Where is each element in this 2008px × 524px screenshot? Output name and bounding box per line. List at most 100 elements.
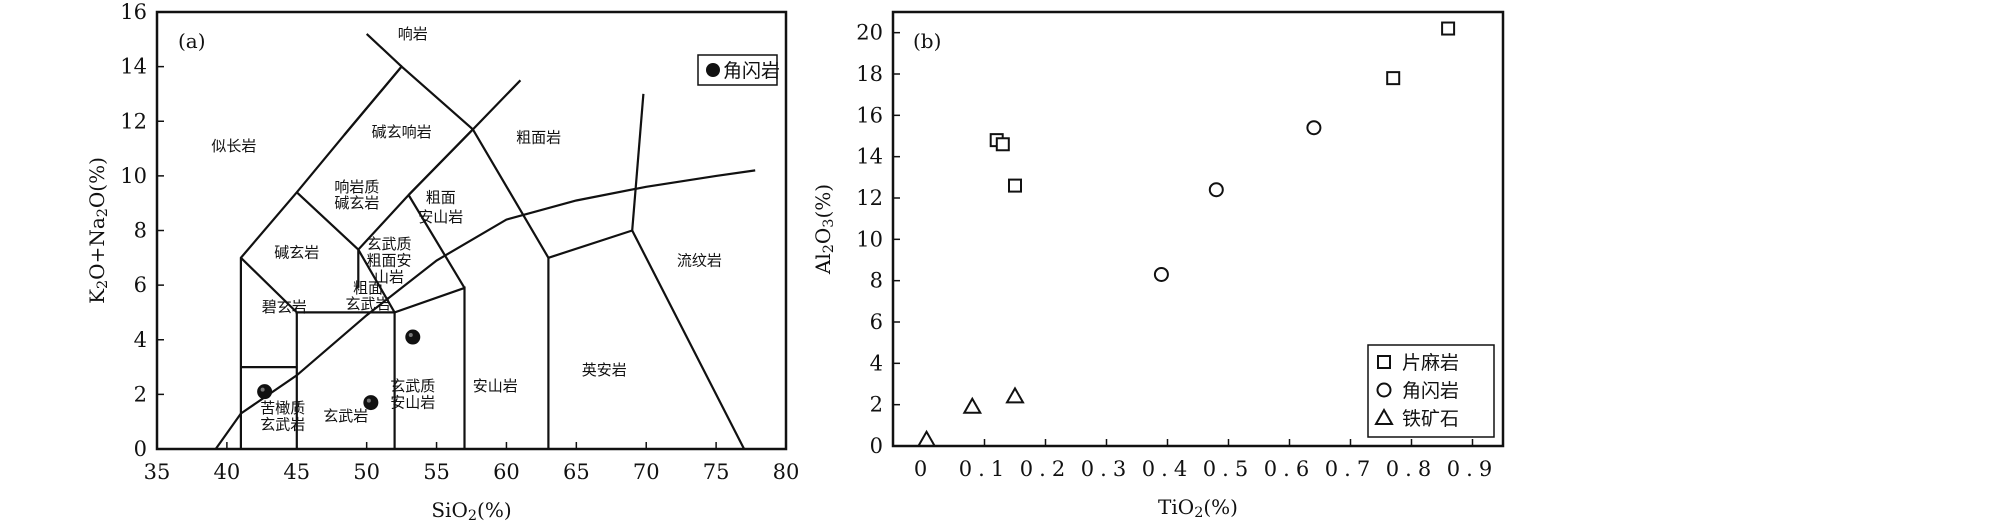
field-label: 碱玄岩 <box>334 194 379 212</box>
field-label: 玄武岩 <box>260 415 305 433</box>
x-tick-label: 70 <box>633 460 660 484</box>
field-boundary <box>343 65 403 136</box>
data-point-square <box>1386 71 1401 86</box>
y-tick-label: 4 <box>870 351 883 375</box>
field-label: 碱玄岩 <box>274 243 319 261</box>
y-tick-label: 16 <box>120 0 147 24</box>
x-tick-label: 75 <box>703 460 730 484</box>
y-tick-label: 0 <box>870 434 883 458</box>
y-tick-label: 8 <box>134 219 147 243</box>
field-label: 苦橄质 <box>260 399 305 417</box>
plot-frame <box>891 10 1505 448</box>
legend-marker-circle <box>1376 382 1392 398</box>
y-tick-label: 6 <box>134 273 147 297</box>
field-label: 玄武岩 <box>346 295 391 313</box>
legend-label: 角闪岩 <box>723 60 780 82</box>
y-tick-label: 6 <box>870 310 883 334</box>
x-tick-label: 0.8 <box>1386 457 1437 481</box>
field-boundary <box>631 93 645 231</box>
field-label: 山岩 <box>374 268 404 286</box>
field-label: 流纹岩 <box>677 252 722 270</box>
legend-marker-triangle <box>1374 407 1394 425</box>
data-point-circle <box>1153 266 1169 282</box>
x-tick-label: 0 <box>914 457 933 481</box>
y-tick-label: 12 <box>120 109 147 133</box>
data-point-amphibolite <box>405 329 421 345</box>
data-point-highlight <box>408 333 413 338</box>
field-label: 似长岩 <box>211 137 256 155</box>
y-axis-label: Al2O3(%) <box>811 184 837 275</box>
x-tick-label: 60 <box>493 460 520 484</box>
y-tick-label: 2 <box>870 393 883 417</box>
field-label: 粗面安 <box>367 252 412 270</box>
field-label: 安山岩 <box>418 208 463 226</box>
field-boundary <box>357 249 396 313</box>
y-tick-label: 16 <box>856 103 883 127</box>
field-label: 安山岩 <box>473 377 518 395</box>
x-tick-label: 0.2 <box>1020 457 1071 481</box>
x-tick-label: 80 <box>773 460 800 484</box>
legend-box <box>697 54 778 86</box>
data-point-highlight <box>260 387 265 392</box>
panel-label: (b) <box>913 29 941 53</box>
x-tick-label: 0.6 <box>1264 457 1315 481</box>
legend-marker-amphibolite <box>706 63 720 77</box>
data-point-amphibolite <box>257 384 273 400</box>
field-label: 响岩 <box>398 25 428 43</box>
field-boundary <box>407 79 522 196</box>
field-label: 玄武岩 <box>323 407 368 425</box>
field-label: 粗面 <box>353 279 383 297</box>
y-tick-label: 10 <box>120 164 147 188</box>
y-tick-label: 4 <box>134 328 147 352</box>
x-tick-label: 55 <box>423 460 450 484</box>
field-boundary <box>548 229 633 259</box>
data-point-highlight <box>366 398 371 403</box>
x-tick-label: 35 <box>144 460 171 484</box>
x-tick-label: 45 <box>283 460 310 484</box>
field-boundary <box>240 257 298 314</box>
y-tick-label: 10 <box>856 227 883 251</box>
y-tick-label: 0 <box>134 437 147 461</box>
panel-label: (a) <box>178 29 206 53</box>
legend-label: 片麻岩 <box>1402 352 1459 374</box>
legend-label: 铁矿石 <box>1402 408 1459 430</box>
field-label: 碧玄岩 <box>262 298 307 316</box>
x-axis-label: TiO2(%) <box>1158 495 1238 521</box>
x-tick-label: 0.5 <box>1203 457 1254 481</box>
y-tick-label: 14 <box>120 55 147 79</box>
plot-frame <box>155 10 788 451</box>
data-point-triangle <box>1005 386 1025 404</box>
x-tick-label: 40 <box>214 460 241 484</box>
y-tick-label: 14 <box>856 145 883 169</box>
y-tick-label: 12 <box>856 186 883 210</box>
field-label: 响岩质 <box>334 178 379 196</box>
panel-b-al2o3-vs-tio2: 0 0.1 0.2 0.3 0.4 0.5 0.6 0.7 0.8 0.9 0 2 4 6 8 10 12 14 1… <box>811 10 1505 521</box>
x-axis-label: SiO2(%) <box>431 498 511 524</box>
field-boundary <box>631 229 746 450</box>
field-label: 粗面岩 <box>516 129 561 147</box>
panel-a-tas-diagram: 35 40 45 50 55 60 65 70 75 80 0 2 4 6 8 10 12 14 16 SiO2(%)… <box>85 0 799 524</box>
data-point-square <box>995 137 1010 152</box>
legend-label: 角闪岩 <box>1402 380 1459 402</box>
y-tick-label: 20 <box>856 21 883 45</box>
field-boundary <box>365 33 403 68</box>
field-label: 安山岩 <box>390 394 435 412</box>
y-tick-label: 8 <box>870 269 883 293</box>
data-point-circle <box>1306 120 1322 136</box>
x-tick-label: 50 <box>353 460 380 484</box>
y-tick-label: 18 <box>856 62 883 86</box>
field-label: 玄武质 <box>367 235 412 253</box>
data-point-amphibolite <box>363 395 379 411</box>
data-point-square <box>1441 21 1456 36</box>
x-tick-label: 0.1 <box>959 457 1010 481</box>
x-tick-label: 0.9 <box>1447 457 1498 481</box>
x-tick-label: 0.7 <box>1325 457 1376 481</box>
data-point-triangle <box>962 396 983 414</box>
data-point-square <box>1008 178 1022 193</box>
x-tick-label: 0.3 <box>1081 457 1132 481</box>
field-label: 粗面 <box>426 189 456 207</box>
y-axis-label: K2O+Na2O(%) <box>85 157 111 304</box>
field-label: 玄武质 <box>390 377 435 395</box>
legend-marker-square <box>1377 355 1391 369</box>
